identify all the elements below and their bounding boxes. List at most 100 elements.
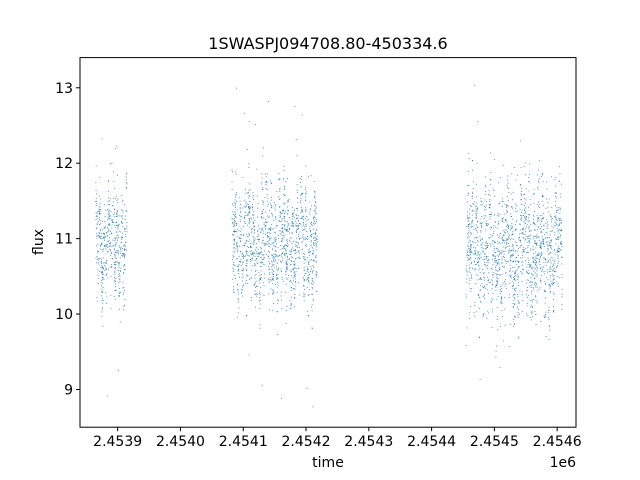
data-point (235, 245, 237, 247)
data-point (549, 274, 551, 276)
data-point (248, 194, 250, 196)
data-point (508, 236, 510, 238)
data-point (268, 250, 270, 252)
data-point (557, 265, 559, 267)
data-point (465, 345, 467, 347)
data-point (244, 192, 246, 194)
data-point (290, 271, 292, 273)
data-point (316, 238, 318, 240)
data-point (242, 267, 244, 269)
data-point (315, 256, 317, 258)
data-point (101, 300, 103, 302)
data-point (124, 231, 126, 233)
data-point (255, 280, 257, 282)
data-point (532, 235, 534, 237)
data-point (117, 198, 119, 200)
data-point (300, 178, 302, 180)
data-point (278, 179, 280, 181)
data-point (466, 281, 468, 283)
data-point (515, 287, 517, 289)
data-point (535, 261, 537, 263)
data-point (549, 329, 551, 331)
data-point (477, 208, 479, 210)
data-point (233, 292, 235, 294)
data-point (511, 249, 513, 251)
data-point (268, 282, 270, 284)
data-point (111, 246, 113, 248)
data-point (242, 284, 244, 286)
data-point (256, 216, 258, 218)
data-point (123, 264, 125, 266)
data-point (526, 241, 528, 243)
data-point (244, 199, 246, 201)
data-point (285, 264, 287, 266)
data-point (551, 225, 553, 227)
data-point (498, 249, 500, 251)
data-point (110, 266, 112, 268)
data-point (123, 249, 125, 251)
data-point (290, 264, 292, 266)
data-point (515, 229, 517, 231)
data-point (559, 243, 561, 245)
data-point (546, 241, 548, 243)
data-point (107, 277, 109, 279)
data-point (501, 297, 503, 299)
data-point (536, 268, 538, 270)
data-point (256, 168, 258, 170)
data-point (506, 224, 508, 226)
data-point (313, 236, 315, 238)
data-point (277, 284, 279, 286)
data-point (101, 291, 103, 293)
data-point (548, 283, 550, 285)
data-point (274, 207, 276, 209)
data-point (117, 250, 119, 252)
data-point (557, 262, 559, 264)
data-point (475, 250, 477, 252)
data-point (109, 243, 111, 245)
data-point (537, 174, 539, 176)
data-point (504, 280, 505, 282)
data-point (473, 253, 475, 255)
data-point (470, 262, 472, 264)
data-point (550, 252, 552, 254)
data-point (117, 211, 118, 213)
data-point (273, 259, 275, 261)
data-point (115, 243, 117, 245)
data-point (475, 214, 477, 216)
data-point (285, 249, 287, 251)
data-point (496, 227, 498, 229)
data-point (294, 294, 296, 295)
data-point (278, 268, 280, 270)
data-point (523, 233, 525, 235)
data-point (478, 260, 480, 262)
data-point (288, 200, 290, 202)
data-point (118, 269, 120, 271)
data-point (528, 241, 530, 243)
data-point (107, 204, 109, 206)
data-point (258, 241, 260, 243)
data-point (105, 266, 107, 268)
data-point (486, 220, 488, 222)
data-point (290, 261, 292, 263)
data-point (552, 275, 554, 277)
data-point (506, 239, 508, 241)
data-point (284, 244, 286, 246)
data-point (514, 224, 516, 226)
data-point (497, 240, 499, 242)
data-point (525, 294, 527, 296)
data-point (308, 248, 310, 250)
data-point (553, 215, 555, 217)
data-point (261, 181, 263, 183)
data-point (500, 296, 502, 298)
data-point (313, 237, 315, 239)
data-point (512, 207, 514, 209)
data-point (235, 214, 237, 216)
data-point (558, 246, 560, 248)
data-point (248, 234, 250, 236)
data-point (468, 232, 470, 234)
data-point (481, 283, 483, 285)
data-point (518, 236, 520, 238)
data-point (282, 227, 284, 229)
data-point (108, 230, 110, 232)
data-point (541, 270, 542, 272)
